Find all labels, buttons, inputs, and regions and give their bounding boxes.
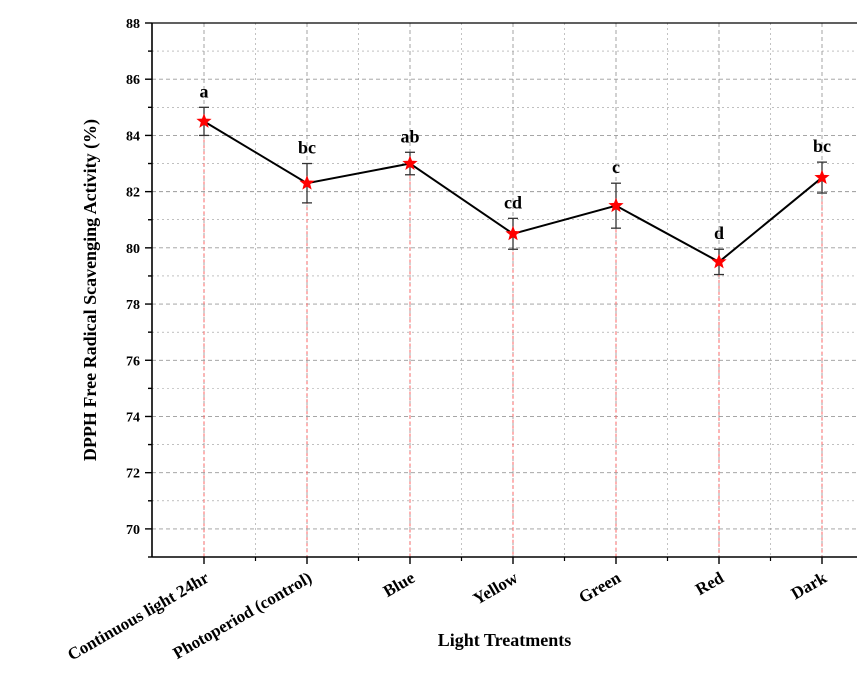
- y-tick-label: 82: [126, 186, 140, 201]
- significance-label: ab: [400, 126, 419, 146]
- y-tick-label: 84: [126, 129, 140, 144]
- y-tick-label: 70: [126, 523, 140, 538]
- y-tick-label: 76: [126, 354, 140, 369]
- data-point-star: [505, 225, 521, 241]
- data-point-star: [608, 197, 624, 213]
- axes: [145, 22, 857, 564]
- y-tick-label: 88: [126, 17, 140, 32]
- y-tick-label: 86: [126, 73, 140, 88]
- significance-label: a: [200, 81, 209, 101]
- x-tick-label: Red: [692, 568, 727, 599]
- x-tick-label: Yellow: [470, 568, 522, 609]
- x-tick-label: Blue: [380, 568, 419, 601]
- significance-label: bc: [813, 136, 831, 156]
- x-axis-title: Light Treatments: [438, 630, 572, 650]
- significance-label: cd: [504, 192, 522, 212]
- x-tick-label: Green: [576, 568, 625, 607]
- y-tick-labels: 70 72 74 76 78 80 82 84 86 88: [126, 17, 140, 538]
- significance-label: bc: [298, 138, 316, 158]
- y-tick-label: 78: [126, 298, 140, 313]
- data-point-star: [196, 113, 212, 128]
- significance-label: d: [714, 223, 724, 243]
- data-point-star: [299, 175, 315, 190]
- significance-label: c: [612, 157, 620, 177]
- data-point-star: [711, 253, 727, 269]
- y-tick-label: 80: [126, 242, 140, 257]
- y-tick-label: 72: [126, 467, 140, 482]
- grid: [152, 22, 857, 558]
- x-tick-label: Dark: [788, 568, 831, 604]
- y-axis-title: DPPH Free Radical Scavenging Activity (%…: [80, 119, 101, 461]
- drop-lines: [203, 121, 823, 557]
- series: [196, 106, 830, 276]
- y-tick-label: 74: [126, 410, 140, 425]
- data-point-star: [402, 155, 418, 170]
- data-point-star: [814, 169, 830, 185]
